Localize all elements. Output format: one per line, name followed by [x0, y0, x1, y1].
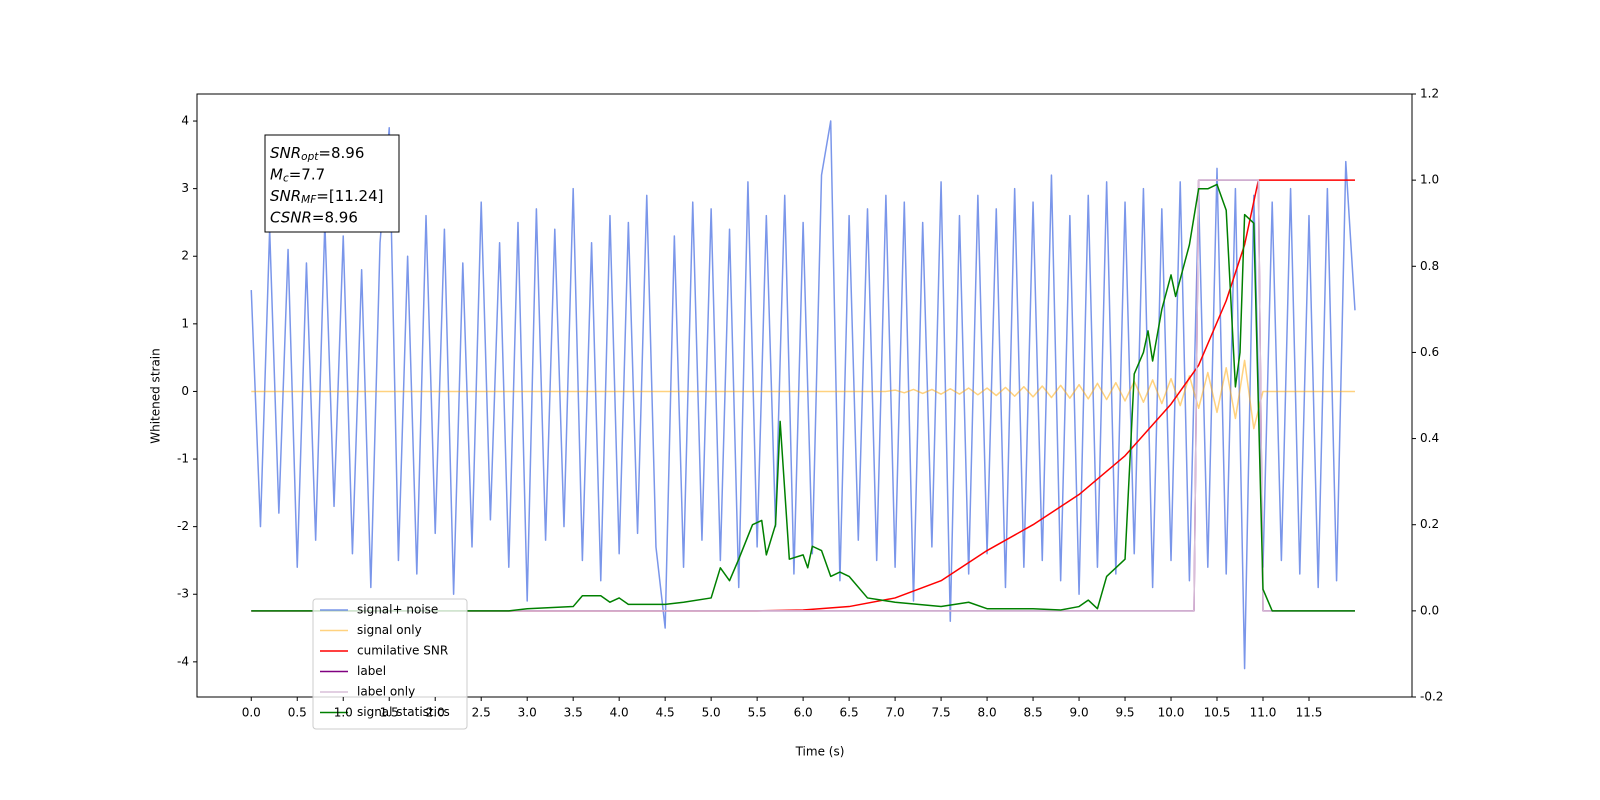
- x-tick-label: 5.5: [748, 706, 767, 720]
- x-tick-label: 7.5: [932, 706, 951, 720]
- y2-tick-label: 0.0: [1420, 603, 1439, 617]
- plot-frame: [196, 93, 1413, 698]
- annotation-value: =[11.24]: [316, 187, 383, 205]
- x-tick-label: 9.0: [1070, 706, 1089, 720]
- y-tick-label: -2: [177, 519, 189, 533]
- x-tick-label: 5.0: [702, 706, 721, 720]
- x-tick-label: 2.5: [472, 706, 491, 720]
- legend: signal+ noise signal only cumilative SNR la…: [312, 598, 468, 730]
- x-tick-label: 2.0: [426, 706, 445, 720]
- y-axis-label: Whitened strain: [149, 348, 163, 444]
- x-tick-label: 6.5: [840, 706, 859, 720]
- y2-tick-label: 0.6: [1420, 345, 1439, 359]
- annotation-subscript: opt: [301, 151, 319, 163]
- x-tick-label: 3.0: [518, 706, 537, 720]
- y-tick-label: -4: [177, 654, 189, 668]
- annotation-symbol: SNR: [270, 144, 301, 162]
- x-tick-label: 11.0: [1250, 706, 1277, 720]
- annotation-line: SNRMF=[11.24]: [270, 187, 384, 207]
- y2-tick-label: 0.4: [1420, 431, 1439, 445]
- x-tick-label: 3.5: [564, 706, 583, 720]
- series-line: [251, 359, 1355, 430]
- legend-label: signal+ noise: [357, 603, 438, 617]
- x-tick-label: 6.0: [794, 706, 813, 720]
- x-tick-label: 10.0: [1158, 706, 1185, 720]
- annotation-box: [264, 134, 400, 233]
- x-tick-label: 7.0: [886, 706, 905, 720]
- x-tick-label: 4.0: [610, 706, 629, 720]
- y-tick-label: 0: [181, 384, 189, 398]
- overlays: SNRopt=8.96Mc=7.7SNRMF=[11.24]CSNR=8.96s…: [264, 134, 468, 730]
- legend-label: signal statistics: [357, 705, 450, 719]
- y-tick-label: 4: [181, 114, 189, 128]
- annotation-line: CSNR=8.96: [270, 208, 358, 226]
- legend-box: [312, 598, 468, 730]
- x-tick-label: 11.5: [1296, 706, 1323, 720]
- series-line: [251, 179, 1355, 612]
- annotation-value: =8.96: [318, 144, 364, 162]
- y-tick-label: 2: [181, 249, 189, 263]
- annotation-subscript: c: [283, 173, 289, 185]
- y2-tick-label: 0.2: [1420, 517, 1439, 531]
- annotation-line: Mc=7.7: [270, 165, 325, 185]
- annotation-subscript: MF: [301, 194, 317, 206]
- y2-tick-label: 1.2: [1420, 87, 1439, 101]
- y2-tick-label: -0.2: [1420, 690, 1443, 704]
- annotation-line: SNRopt=8.96: [270, 144, 364, 164]
- legend-label: label only: [357, 685, 415, 699]
- y2-tick-label: 0.8: [1420, 259, 1439, 273]
- annotation-symbol: M: [270, 165, 283, 183]
- series-line: [251, 183, 1355, 612]
- legend-label: cumilative SNR: [357, 644, 448, 658]
- x-tick-label: 1.0: [334, 706, 353, 720]
- y-tick-label: 3: [181, 181, 189, 195]
- x-axis-label: Time (s): [795, 745, 845, 759]
- y-tick-label: 1: [181, 316, 189, 330]
- x-tick-label: 9.5: [1115, 706, 1134, 720]
- x-tick-label: 10.5: [1204, 706, 1231, 720]
- x-tick-label: 1.5: [380, 706, 399, 720]
- x-tick-label: 0.0: [242, 706, 261, 720]
- y-tick-label: -1: [177, 452, 189, 466]
- legend-label: signal only: [357, 623, 422, 637]
- annotation-symbol: SNR: [270, 187, 301, 205]
- x-tick-label: 8.0: [978, 706, 997, 720]
- marks: [250, 120, 1356, 670]
- y-tick-label: -3: [177, 587, 189, 601]
- annotation-value: =8.96: [312, 208, 358, 226]
- x-tick-label: 8.5: [1024, 706, 1043, 720]
- annotation-value: =7.7: [289, 165, 325, 183]
- legend-label: label: [357, 664, 386, 678]
- annotation-symbol: CSNR: [270, 208, 312, 226]
- x-tick-label: 0.5: [288, 706, 307, 720]
- x-tick-label: 4.5: [656, 706, 675, 720]
- y2-tick-label: 1.0: [1420, 173, 1439, 187]
- series-line: [250, 120, 1356, 670]
